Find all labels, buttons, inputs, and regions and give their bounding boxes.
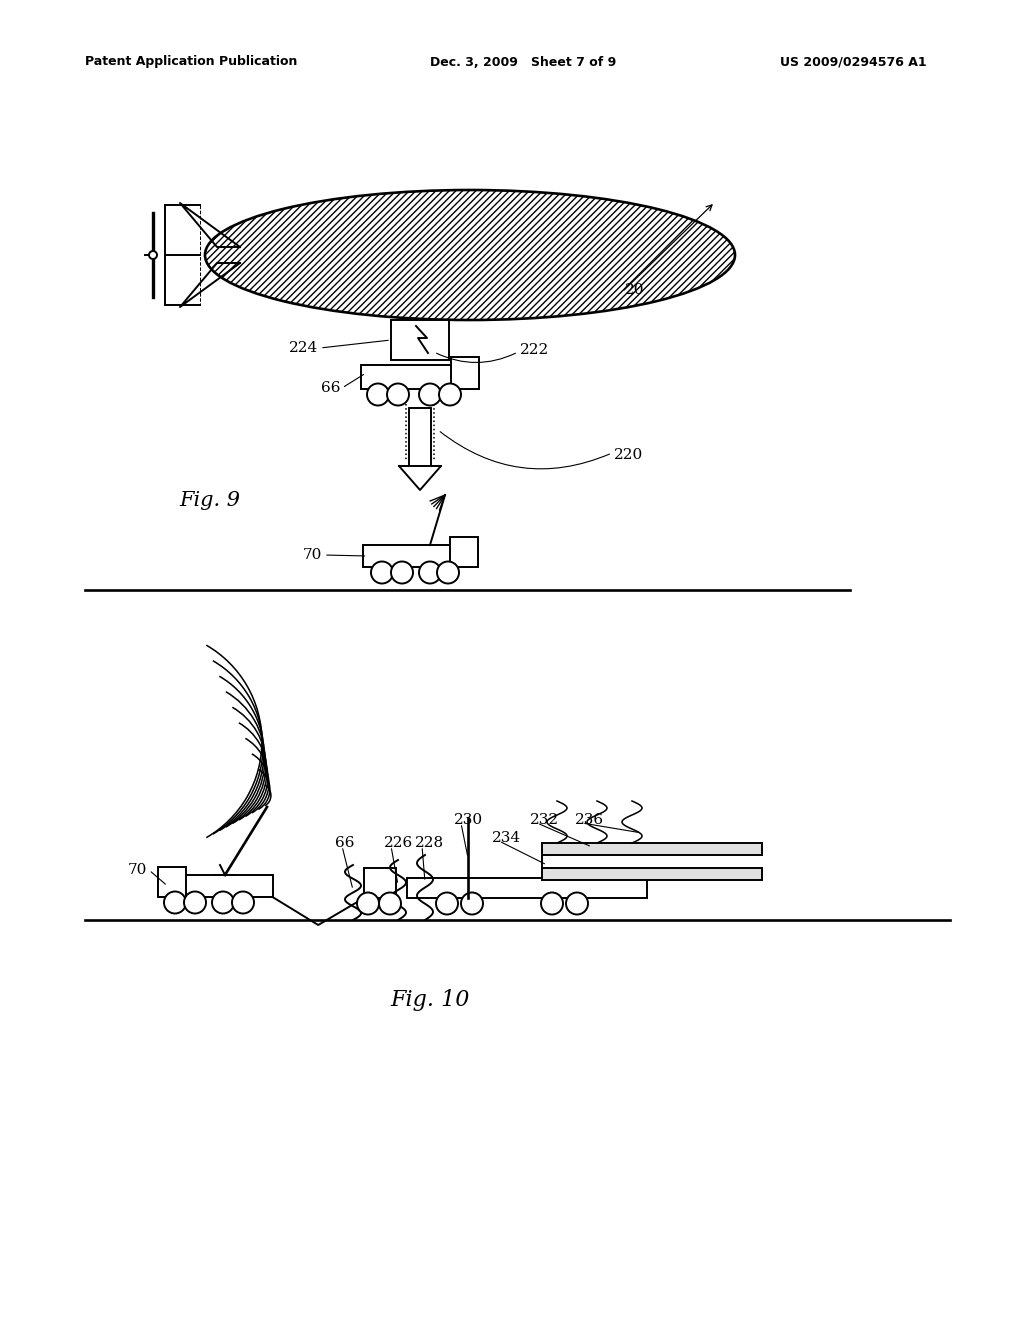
Bar xyxy=(542,843,762,855)
Bar xyxy=(391,319,449,360)
Polygon shape xyxy=(399,466,441,490)
Polygon shape xyxy=(180,263,240,308)
Bar xyxy=(451,356,479,389)
Circle shape xyxy=(387,384,409,405)
Bar xyxy=(450,537,477,568)
Circle shape xyxy=(437,561,459,583)
Circle shape xyxy=(212,891,234,913)
Circle shape xyxy=(232,891,254,913)
Text: 20: 20 xyxy=(625,282,644,297)
Text: 66: 66 xyxy=(321,381,340,395)
Text: 220: 220 xyxy=(614,447,643,462)
Bar xyxy=(362,545,477,568)
Bar xyxy=(158,867,185,898)
Text: 234: 234 xyxy=(492,832,521,845)
Text: 66: 66 xyxy=(335,836,354,850)
Text: 70: 70 xyxy=(303,548,322,562)
Circle shape xyxy=(164,891,186,913)
Text: Fig. 10: Fig. 10 xyxy=(390,989,470,1011)
Circle shape xyxy=(419,384,441,405)
Text: Dec. 3, 2009   Sheet 7 of 9: Dec. 3, 2009 Sheet 7 of 9 xyxy=(430,55,616,69)
Circle shape xyxy=(391,561,413,583)
Text: Fig. 9: Fig. 9 xyxy=(179,491,241,510)
Text: 236: 236 xyxy=(575,813,604,828)
Circle shape xyxy=(436,892,458,915)
Text: 226: 226 xyxy=(384,836,414,850)
Text: 70: 70 xyxy=(128,863,147,876)
Circle shape xyxy=(379,892,401,915)
Text: US 2009/0294576 A1: US 2009/0294576 A1 xyxy=(780,55,927,69)
Circle shape xyxy=(419,561,441,583)
Circle shape xyxy=(439,384,461,405)
Circle shape xyxy=(367,384,389,405)
Bar xyxy=(409,408,431,466)
Circle shape xyxy=(150,251,157,259)
Circle shape xyxy=(357,892,379,915)
Text: Patent Application Publication: Patent Application Publication xyxy=(85,55,297,69)
Bar xyxy=(542,869,762,880)
Circle shape xyxy=(184,891,206,913)
Circle shape xyxy=(566,892,588,915)
Text: 222: 222 xyxy=(520,343,549,356)
Circle shape xyxy=(371,561,393,583)
Bar xyxy=(407,878,647,898)
Text: 232: 232 xyxy=(530,813,559,828)
Bar xyxy=(361,366,479,389)
Ellipse shape xyxy=(205,190,735,319)
Text: 224: 224 xyxy=(289,341,318,355)
Bar xyxy=(158,875,272,898)
Text: 230: 230 xyxy=(454,813,483,828)
Text: 228: 228 xyxy=(415,836,444,850)
Bar xyxy=(364,869,396,898)
Polygon shape xyxy=(180,203,240,247)
Circle shape xyxy=(461,892,483,915)
Circle shape xyxy=(541,892,563,915)
Ellipse shape xyxy=(205,190,735,319)
